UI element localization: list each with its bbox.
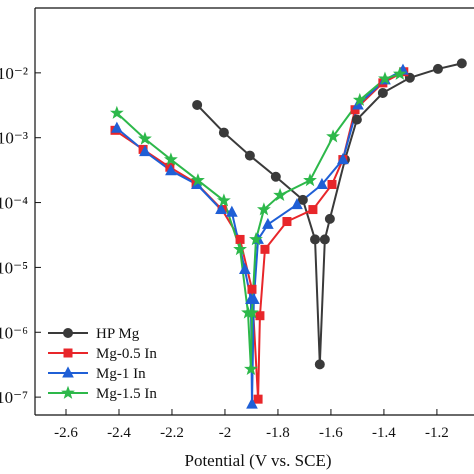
y-tick-label: 10⁻³ — [0, 129, 28, 148]
marker — [262, 217, 274, 229]
marker — [378, 71, 392, 85]
marker — [319, 234, 330, 245]
marker — [247, 284, 257, 294]
x-axis-label: Potential (V vs. SCE) — [184, 451, 331, 470]
marker — [249, 232, 263, 246]
marker — [337, 153, 349, 165]
y-tick-label: 10⁻² — [0, 64, 28, 83]
marker — [310, 234, 321, 245]
legend-label: Mg-1.5 In — [96, 386, 157, 402]
x-tick-label: -2.6 — [54, 425, 78, 441]
marker — [63, 328, 73, 338]
marker — [324, 213, 335, 224]
x-tick-label: -2 — [219, 425, 232, 441]
marker — [191, 173, 205, 187]
marker — [377, 87, 388, 98]
marker — [257, 202, 271, 216]
legend-label: Mg-0.5 In — [96, 346, 157, 362]
marker — [260, 244, 270, 254]
marker — [245, 305, 259, 319]
marker — [327, 179, 337, 189]
marker — [218, 127, 229, 138]
marker — [326, 129, 340, 143]
marker — [273, 187, 287, 202]
marker — [303, 173, 317, 187]
x-tick-label: -1.4 — [372, 425, 396, 441]
marker — [139, 145, 151, 157]
marker — [351, 114, 362, 125]
legend-label: HP Mg — [96, 326, 140, 342]
marker — [246, 397, 258, 409]
y-tick-label: 10⁻⁶ — [0, 323, 28, 342]
x-tick-label: -1.6 — [319, 425, 343, 441]
marker — [216, 193, 231, 207]
y-tick-label: 10⁻⁷ — [0, 388, 28, 407]
marker — [270, 171, 281, 182]
x-tick-label: -2.4 — [107, 425, 131, 441]
marker — [62, 366, 74, 378]
marker — [111, 121, 123, 133]
x-tick-label: -2.2 — [160, 425, 184, 441]
marker — [226, 205, 238, 217]
marker — [233, 242, 247, 256]
marker — [215, 202, 227, 215]
marker — [164, 152, 178, 166]
marker — [165, 164, 177, 176]
marker — [392, 66, 407, 80]
y-tick-label: 10⁻⁵ — [0, 258, 28, 277]
marker — [109, 105, 124, 119]
marker — [61, 385, 75, 399]
x-tick-label: -1.8 — [266, 425, 290, 441]
marker — [282, 217, 292, 227]
marker — [297, 194, 308, 205]
marker — [255, 311, 265, 321]
marker — [308, 205, 318, 215]
marker — [244, 361, 258, 376]
marker — [63, 348, 73, 358]
series-group — [109, 58, 467, 409]
marker — [192, 99, 203, 110]
marker — [248, 292, 260, 305]
marker — [316, 177, 328, 189]
marker — [239, 262, 251, 274]
marker — [138, 131, 152, 145]
marker — [291, 198, 303, 210]
x-tick-label: -1.2 — [425, 425, 449, 441]
marker — [432, 63, 443, 74]
y-tick-label: 10⁻⁴ — [0, 194, 28, 213]
legend-label: Mg-1 In — [96, 366, 146, 382]
marker — [253, 394, 263, 404]
marker — [456, 58, 467, 69]
marker — [314, 359, 325, 370]
series-line — [196, 62, 463, 365]
marker — [352, 92, 367, 106]
marker — [244, 150, 255, 161]
